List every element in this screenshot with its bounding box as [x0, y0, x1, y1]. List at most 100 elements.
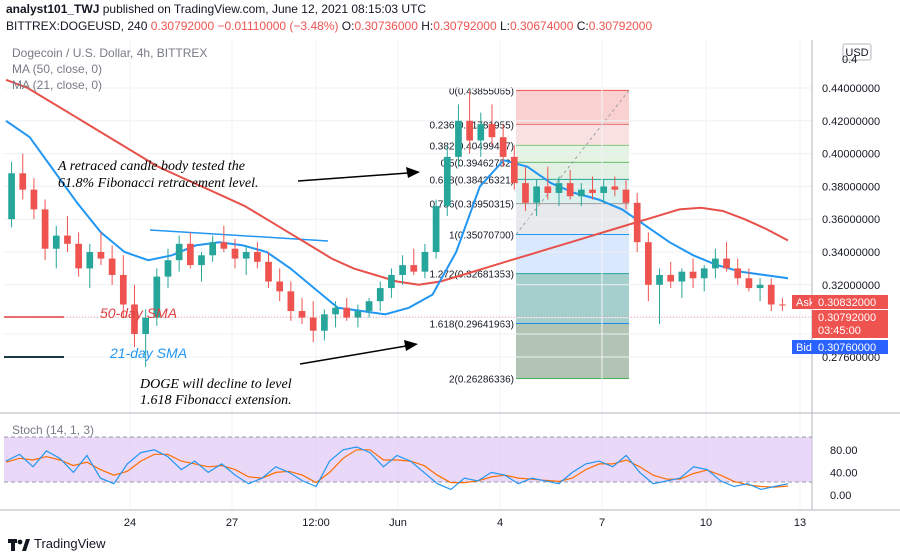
fib-level-label: 0(0.43855065)	[449, 86, 514, 97]
candle-body	[388, 274, 395, 289]
fib-level-label: 2(0.26286336)	[449, 375, 514, 386]
footer: TradingView	[0, 530, 900, 559]
ma21-line	[5, 119, 789, 316]
candle-body	[354, 311, 362, 318]
fib-level-label: 0.786(0.36950315)	[429, 200, 514, 211]
chart-area[interactable]: 0(0.43855065)0.236(0.41781955)0.382(0.40…	[0, 40, 900, 530]
stoch-legend[interactable]: Stoch (14, 1, 3)	[12, 423, 94, 437]
stoch-tick-label: 80.00	[830, 445, 858, 457]
candle-body	[220, 242, 228, 249]
candle-body	[64, 235, 71, 244]
candle-body	[723, 258, 730, 269]
time-tick-label: 13	[794, 517, 806, 529]
bid-tag: Bid 0.30760000	[792, 340, 888, 354]
countdown: 03:45:00	[818, 325, 861, 337]
candle-body	[577, 189, 585, 197]
fib-trend-line	[515, 90, 630, 235]
currency-label: USD	[845, 47, 868, 59]
open-value: 0.30736000	[354, 19, 418, 33]
candle-body	[466, 120, 473, 141]
price-tick-label: 0.34000000	[822, 247, 880, 259]
tradingview-logo-icon[interactable]	[8, 536, 30, 552]
stoch-axis: 80.00 40.00 0.00	[830, 445, 858, 502]
time-tick-label: 12:00	[302, 517, 330, 529]
candle-body	[19, 173, 27, 190]
candle-body	[41, 209, 49, 249]
ask-tag: Ask 0.30832000	[792, 295, 888, 309]
symbol-label: BITTREX:DOGEUSD, 240	[6, 19, 148, 33]
candle-body	[566, 183, 574, 197]
candle-body	[153, 276, 161, 318]
annotation-ext: DOGE will decline to level 1.618 Fibonac…	[139, 340, 418, 408]
close-label: C:	[576, 19, 589, 33]
candle-body	[287, 291, 295, 312]
candle-body	[376, 288, 384, 302]
fib-band	[516, 124, 629, 146]
close-value: 0.30792000	[588, 19, 653, 33]
currency-button[interactable]: USD	[842, 43, 872, 61]
time-tick-label: 7	[599, 517, 605, 529]
candle-body	[455, 120, 462, 157]
ext-annotation-line1: DOGE will decline to level	[139, 377, 292, 392]
candle-body	[186, 243, 194, 266]
candle-body	[421, 252, 429, 272]
price-axis-partial-top: 0.4	[842, 54, 857, 66]
candle-body	[633, 202, 641, 243]
fib-band	[516, 273, 629, 324]
price-tick-label: 0.40000000	[822, 149, 880, 161]
stoch-tick-label: 0.00	[830, 490, 851, 502]
ma50-legend[interactable]: MA (50, close, 0)	[12, 62, 102, 76]
candle-body	[30, 189, 38, 210]
fib-band	[516, 323, 629, 379]
candle-body	[276, 281, 284, 292]
fib-level-label: 1(0.35070700)	[449, 230, 514, 241]
fib-band	[516, 162, 629, 180]
candle-body	[399, 265, 406, 275]
candle-body	[164, 260, 172, 277]
annotation-fib: A retraced candle body tested the 61.8% …	[57, 159, 420, 191]
price-tick-label: 0.36000000	[822, 214, 880, 226]
candle-body	[198, 255, 205, 266]
high-value: 0.30792000	[433, 19, 497, 33]
candle-body	[734, 268, 742, 279]
candle-body	[108, 258, 116, 275]
candle-body	[544, 186, 552, 193]
candle-body	[600, 186, 608, 193]
fib-level-label: 0.618(0.38426321)	[429, 175, 514, 186]
tradingview-brand[interactable]: TradingView	[34, 536, 106, 551]
candle-body	[779, 304, 786, 306]
candle-body	[52, 235, 60, 249]
candle-body	[499, 137, 507, 157]
candle-body	[332, 307, 339, 315]
candle-body	[522, 183, 529, 203]
stoch-k-line	[5, 446, 789, 491]
candle-body	[142, 317, 149, 334]
candle-body	[645, 242, 652, 285]
candle-body	[131, 304, 138, 334]
ma21-legend[interactable]: MA (21, close, 0)	[12, 78, 102, 92]
candle-body	[209, 242, 217, 256]
time-tick-label: Jun	[389, 517, 407, 529]
ext-annotation-line2: 1.618 Fibonacci extension.	[140, 393, 292, 408]
time-axis[interactable]: 24 27 12:00 Jun 4 7 10 13	[124, 517, 806, 529]
candle-body	[119, 274, 127, 305]
candle-body	[343, 307, 351, 318]
price-tick-label: 0.38000000	[822, 181, 880, 193]
author-name[interactable]: analyst101_TWJ	[6, 2, 100, 16]
candle-body	[678, 271, 686, 282]
candle-body	[767, 284, 775, 305]
candle-body	[321, 314, 328, 331]
candle-body	[622, 189, 630, 203]
sma21-label: 21-day SMA	[109, 345, 187, 361]
low-label: L:	[499, 19, 510, 33]
sma50-label: 50-day SMA	[100, 305, 177, 321]
last-price-tag: 0.30792000 03:45:00	[812, 310, 888, 338]
candle-body	[443, 156, 451, 207]
fib-level-label: 1.272(0.32681353)	[429, 270, 514, 281]
stoch-tick-label: 40.00	[830, 467, 858, 479]
candle-body	[712, 258, 719, 269]
candle-body	[611, 186, 619, 190]
price-tick-label: 0.27600000	[822, 352, 880, 364]
candle-body	[365, 301, 373, 312]
ohlc-line: BITTREX:DOGEUSD, 240 0.30792000 −0.01110…	[6, 19, 652, 33]
